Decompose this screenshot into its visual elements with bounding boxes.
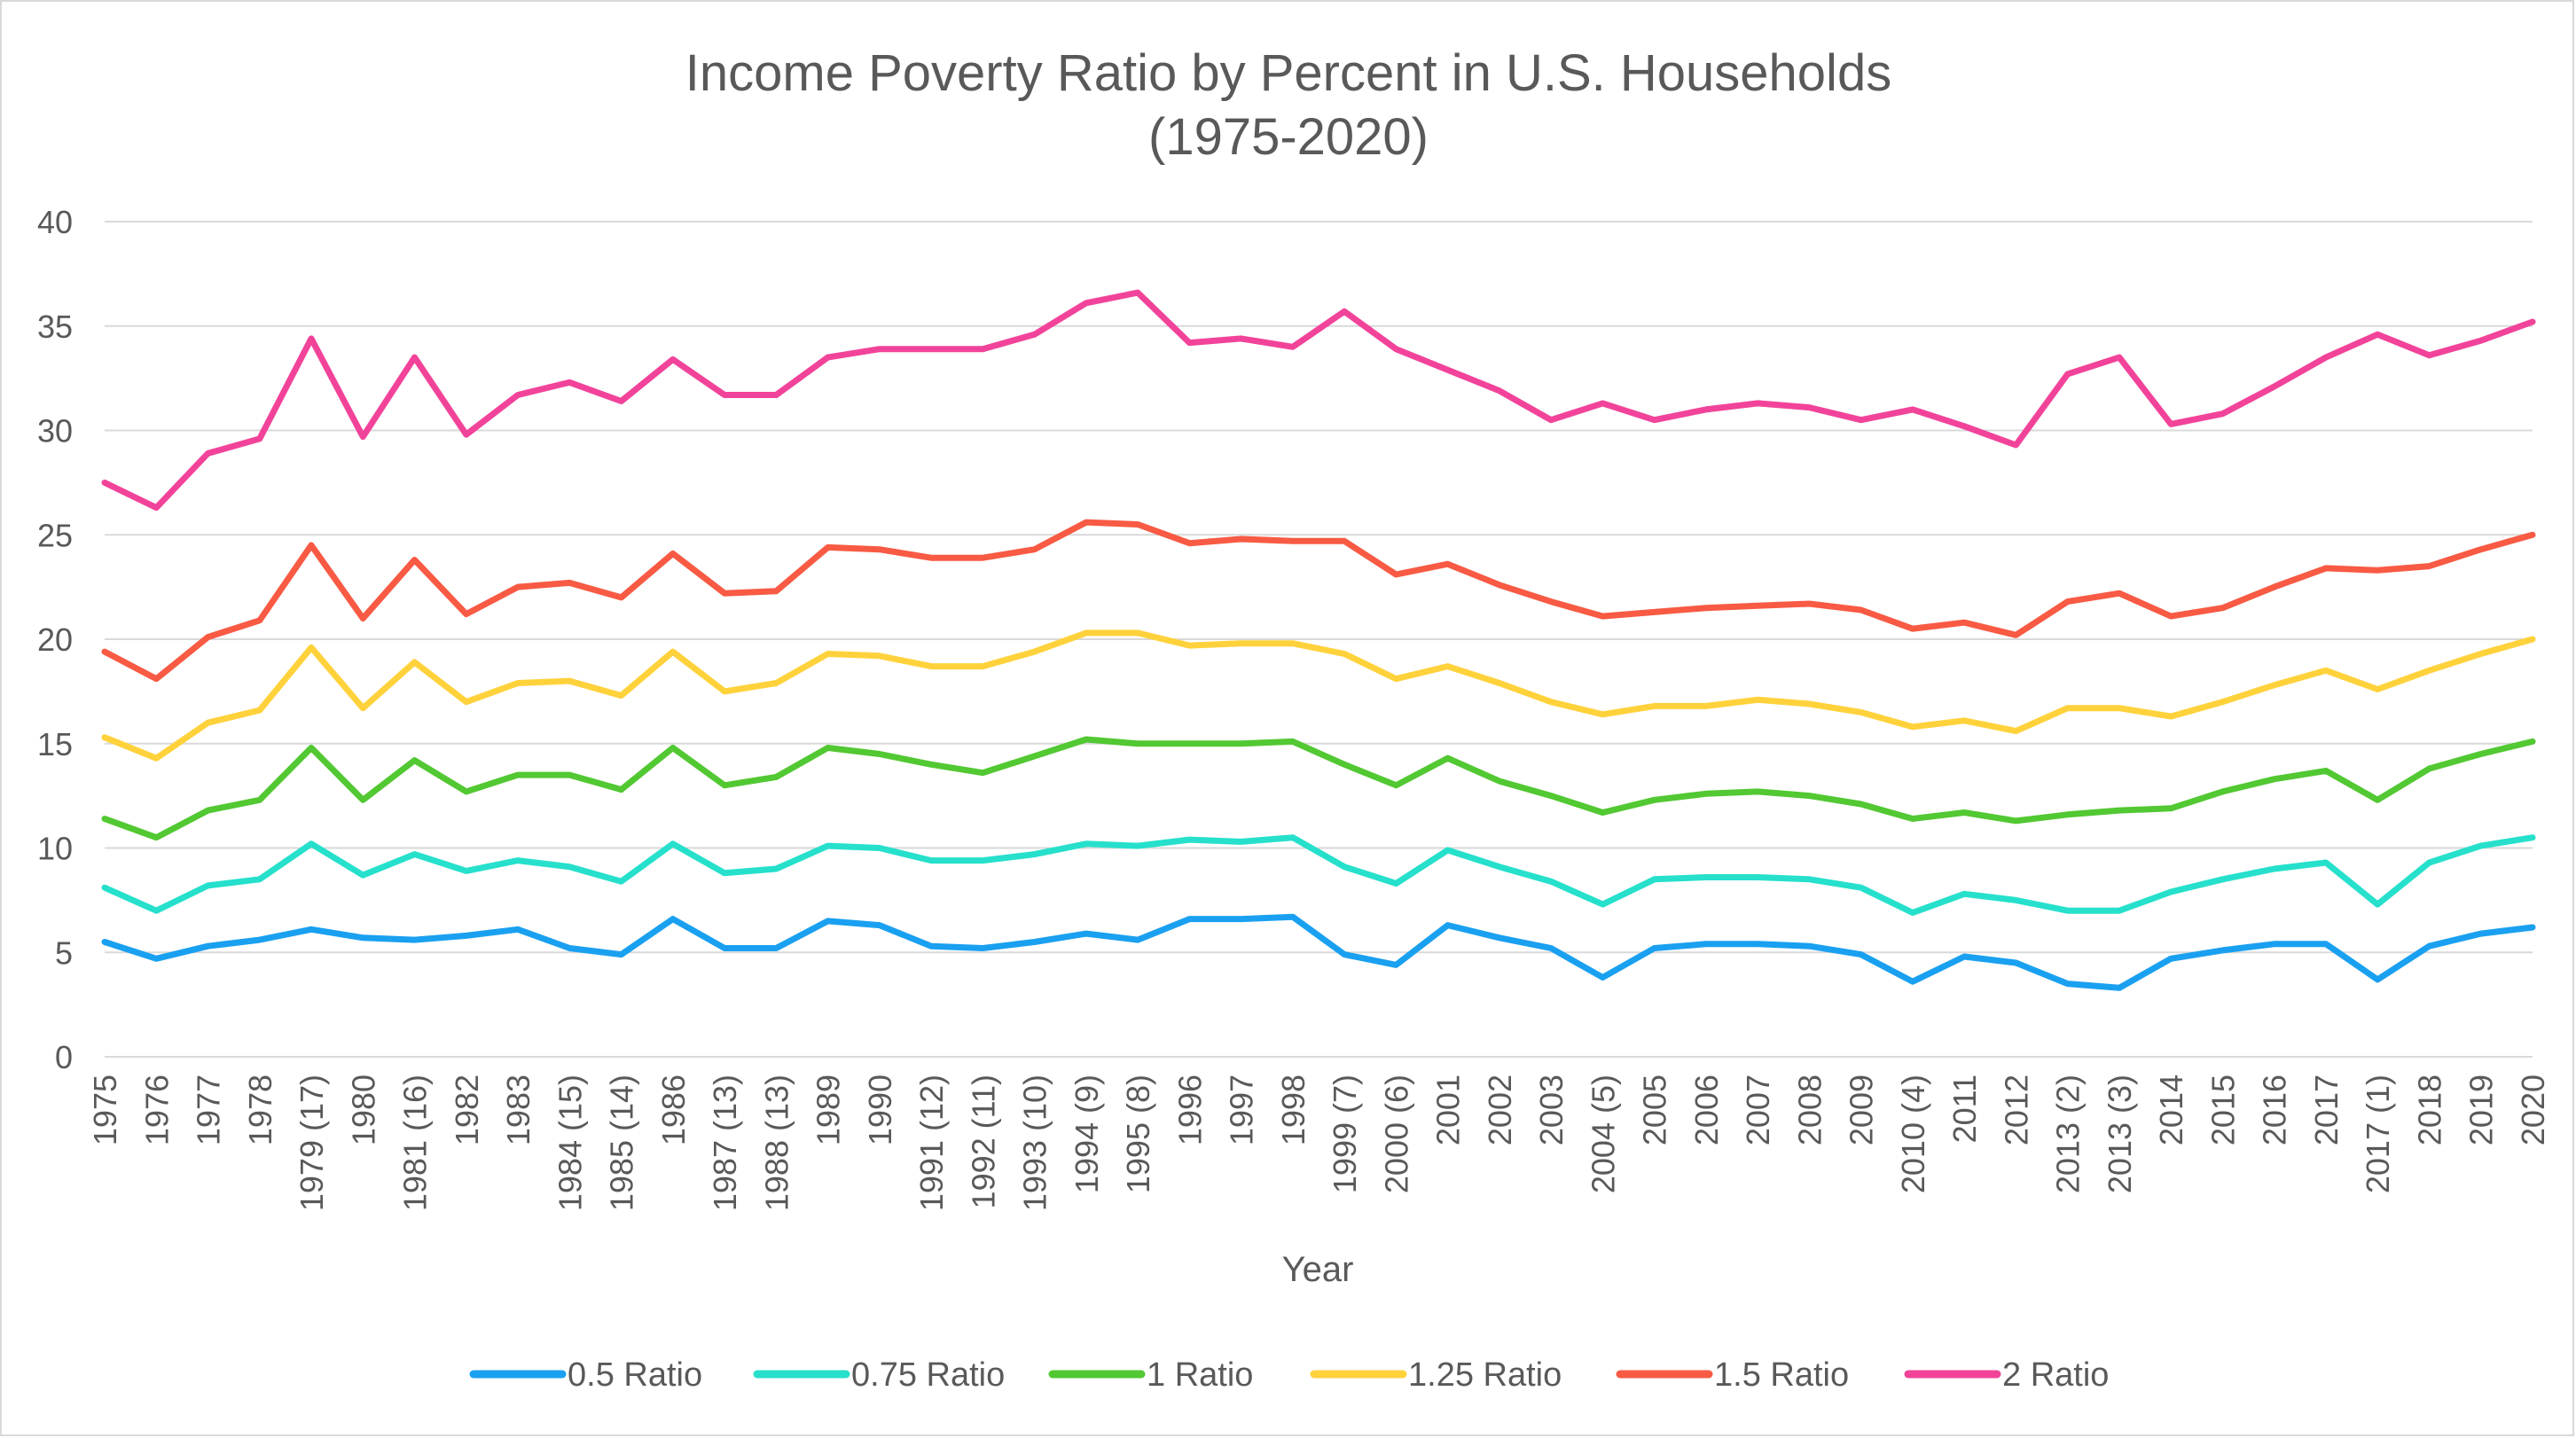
series-line-5	[101, 289, 2536, 512]
series-line-3	[101, 629, 2536, 762]
y-tick-label: 25	[37, 517, 73, 553]
x-tick-label: 1997	[1224, 1075, 1260, 1145]
x-tick-label: 2008	[1791, 1075, 1828, 1145]
x-tick-label: 1978	[242, 1075, 278, 1145]
x-tick-label: 2017	[2308, 1075, 2345, 1145]
series-line-1	[101, 834, 2536, 916]
y-tick-label: 20	[37, 621, 73, 658]
x-tick-label: 1992 (11)	[965, 1075, 1001, 1208]
x-tick-label: 2018	[2411, 1075, 2447, 1145]
x-tick-label: 1998	[1275, 1075, 1311, 1145]
y-tick-label: 15	[37, 726, 73, 762]
x-tick-label: 1984 (15)	[552, 1075, 588, 1211]
chart-title: Income Poverty Ratio by Percent in U.S. …	[685, 44, 1891, 102]
x-tick-label: 1980	[345, 1075, 381, 1145]
x-tick-label: 1989	[810, 1075, 847, 1145]
x-tick-label: 1979 (17)	[294, 1075, 330, 1211]
x-tick-label: 2001	[1430, 1075, 1467, 1145]
y-tick-label: 40	[37, 204, 73, 240]
y-tick-label: 35	[37, 309, 73, 345]
x-tick-label: 1994 (9)	[1069, 1075, 1105, 1193]
x-tick-label: 2020	[2515, 1075, 2551, 1145]
x-tick-label: 2010 (4)	[1895, 1075, 1931, 1193]
series-line-4	[101, 519, 2536, 683]
x-tick-label: 2006	[1688, 1075, 1725, 1145]
x-tick-label: 2000 (6)	[1378, 1075, 1414, 1193]
x-tick-label: 2014	[2153, 1075, 2189, 1145]
x-tick-label: 1993 (10)	[1017, 1075, 1053, 1211]
legend-label: 1.25 Ratio	[1408, 1356, 1562, 1394]
legend-label: 0.5 Ratio	[568, 1356, 702, 1394]
y-tick-label: 0	[55, 1039, 73, 1075]
x-axis-tick-labels: 1975 1976 1977 1978 1979 (17) 1980 1981 (16) 19…	[87, 1075, 2551, 1211]
legend-label: 2 Ratio	[2002, 1356, 2109, 1394]
x-axis-title: Year	[1282, 1250, 1354, 1289]
y-tick-label: 5	[55, 934, 73, 971]
x-tick-label: 2003	[1533, 1075, 1570, 1145]
x-tick-label: 2002	[1482, 1075, 1518, 1145]
legend-label: 1.5 Ratio	[1714, 1356, 1849, 1394]
legend-label: 1 Ratio	[1147, 1356, 1253, 1394]
series-line-2	[101, 736, 2536, 841]
x-tick-label: 1977	[191, 1075, 227, 1145]
x-tick-label: 1976	[138, 1075, 175, 1145]
x-tick-label: 2007	[1740, 1075, 1776, 1145]
y-tick-label: 10	[37, 831, 73, 867]
legend: 0.5 Ratio 0.75 Ratio 1 Ratio 1.25 Ratio 1.5 …	[469, 1356, 2109, 1394]
x-tick-label: 1991 (12)	[913, 1075, 950, 1211]
x-tick-label: 1990	[862, 1075, 898, 1145]
x-tick-label: 1986	[655, 1075, 692, 1145]
x-tick-label: 2016	[2257, 1075, 2293, 1145]
x-tick-label: 1995 (8)	[1120, 1075, 1156, 1193]
x-tick-label: 1985 (14)	[604, 1075, 640, 1211]
y-tick-label: 30	[37, 413, 73, 449]
x-tick-label: 2019	[2463, 1075, 2500, 1145]
x-tick-label: 1987 (13)	[707, 1075, 743, 1211]
x-tick-label: 2009	[1844, 1075, 1880, 1145]
x-tick-label: 2017 (1)	[2360, 1075, 2396, 1193]
x-tick-label: 1988 (13)	[758, 1075, 795, 1211]
x-tick-label: 1981 (16)	[397, 1075, 434, 1211]
x-tick-label: 2011	[1946, 1075, 1983, 1143]
series-line-0	[101, 913, 2536, 991]
x-tick-label: 1996	[1171, 1075, 1208, 1145]
x-tick-label: 1975	[87, 1075, 123, 1145]
legend-label: 0.75 Ratio	[851, 1356, 1005, 1394]
y-axis-tick-labels: 0 5 10 15 20 25 30 35 40	[37, 204, 73, 1075]
chart-subtitle: (1975-2020)	[1148, 108, 1429, 166]
x-tick-label: 1999 (7)	[1327, 1075, 1363, 1193]
x-tick-label: 2012	[1998, 1075, 2034, 1145]
gridlines	[105, 221, 2533, 1058]
x-tick-label: 2013 (3)	[2102, 1075, 2138, 1193]
x-tick-label: 2005	[1637, 1075, 1673, 1145]
x-tick-label: 2013 (2)	[2050, 1075, 2087, 1193]
x-tick-label: 2015	[2204, 1075, 2241, 1145]
x-tick-label: 1983	[500, 1075, 536, 1145]
series-lines	[101, 289, 2536, 991]
x-tick-label: 2004 (5)	[1585, 1075, 1621, 1193]
x-tick-label: 1982	[449, 1075, 485, 1145]
